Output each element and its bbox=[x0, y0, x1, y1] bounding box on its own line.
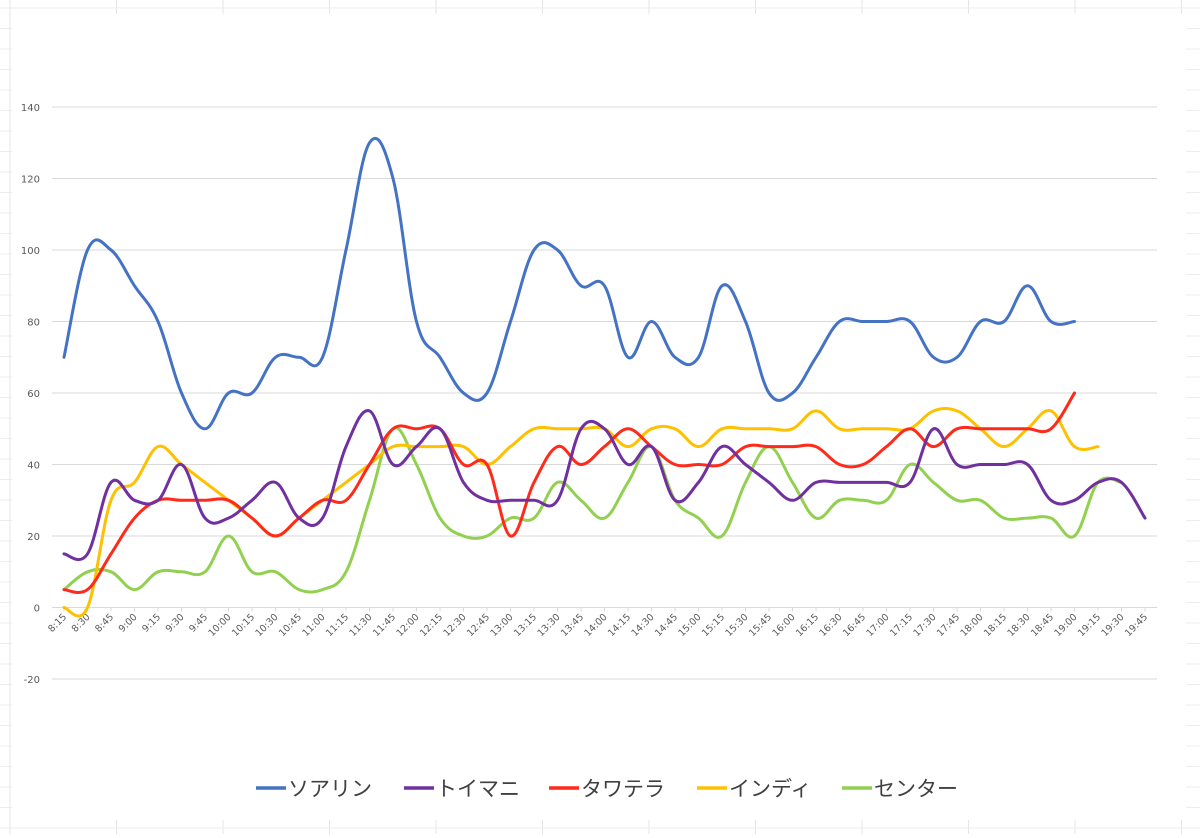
legend-label-2: タワテラ bbox=[581, 777, 665, 801]
y-tick-label: 20 bbox=[27, 532, 40, 543]
y-tick-label: 0 bbox=[34, 604, 40, 615]
series-line-2 bbox=[62, 391, 1076, 594]
y-tick-label: 60 bbox=[27, 389, 40, 400]
legend-label-3: インディ bbox=[729, 777, 812, 801]
series-line-0 bbox=[62, 136, 1076, 431]
y-tick-label: 120 bbox=[21, 175, 40, 186]
y-tick-label: 140 bbox=[21, 103, 40, 114]
y-axis: -20 0 20 40 60 80 100 120 140 bbox=[21, 103, 40, 686]
legend-label-0: ソアリン bbox=[288, 777, 372, 801]
legend: ソアリン トイマニ タワテラ インディ センター bbox=[256, 777, 958, 801]
series-line-1 bbox=[62, 409, 1147, 562]
y-tick-label: 40 bbox=[27, 461, 40, 472]
series-lines bbox=[62, 136, 1147, 618]
y-tick-label: 100 bbox=[21, 246, 40, 257]
series-line-4 bbox=[62, 426, 1123, 594]
plot-gridlines bbox=[52, 106, 1157, 680]
y-tick-label: -20 bbox=[24, 675, 40, 686]
legend-label-4: センター bbox=[874, 777, 958, 801]
y-tick-label: 80 bbox=[27, 318, 40, 329]
legend-label-1: トイマニ bbox=[436, 777, 520, 801]
